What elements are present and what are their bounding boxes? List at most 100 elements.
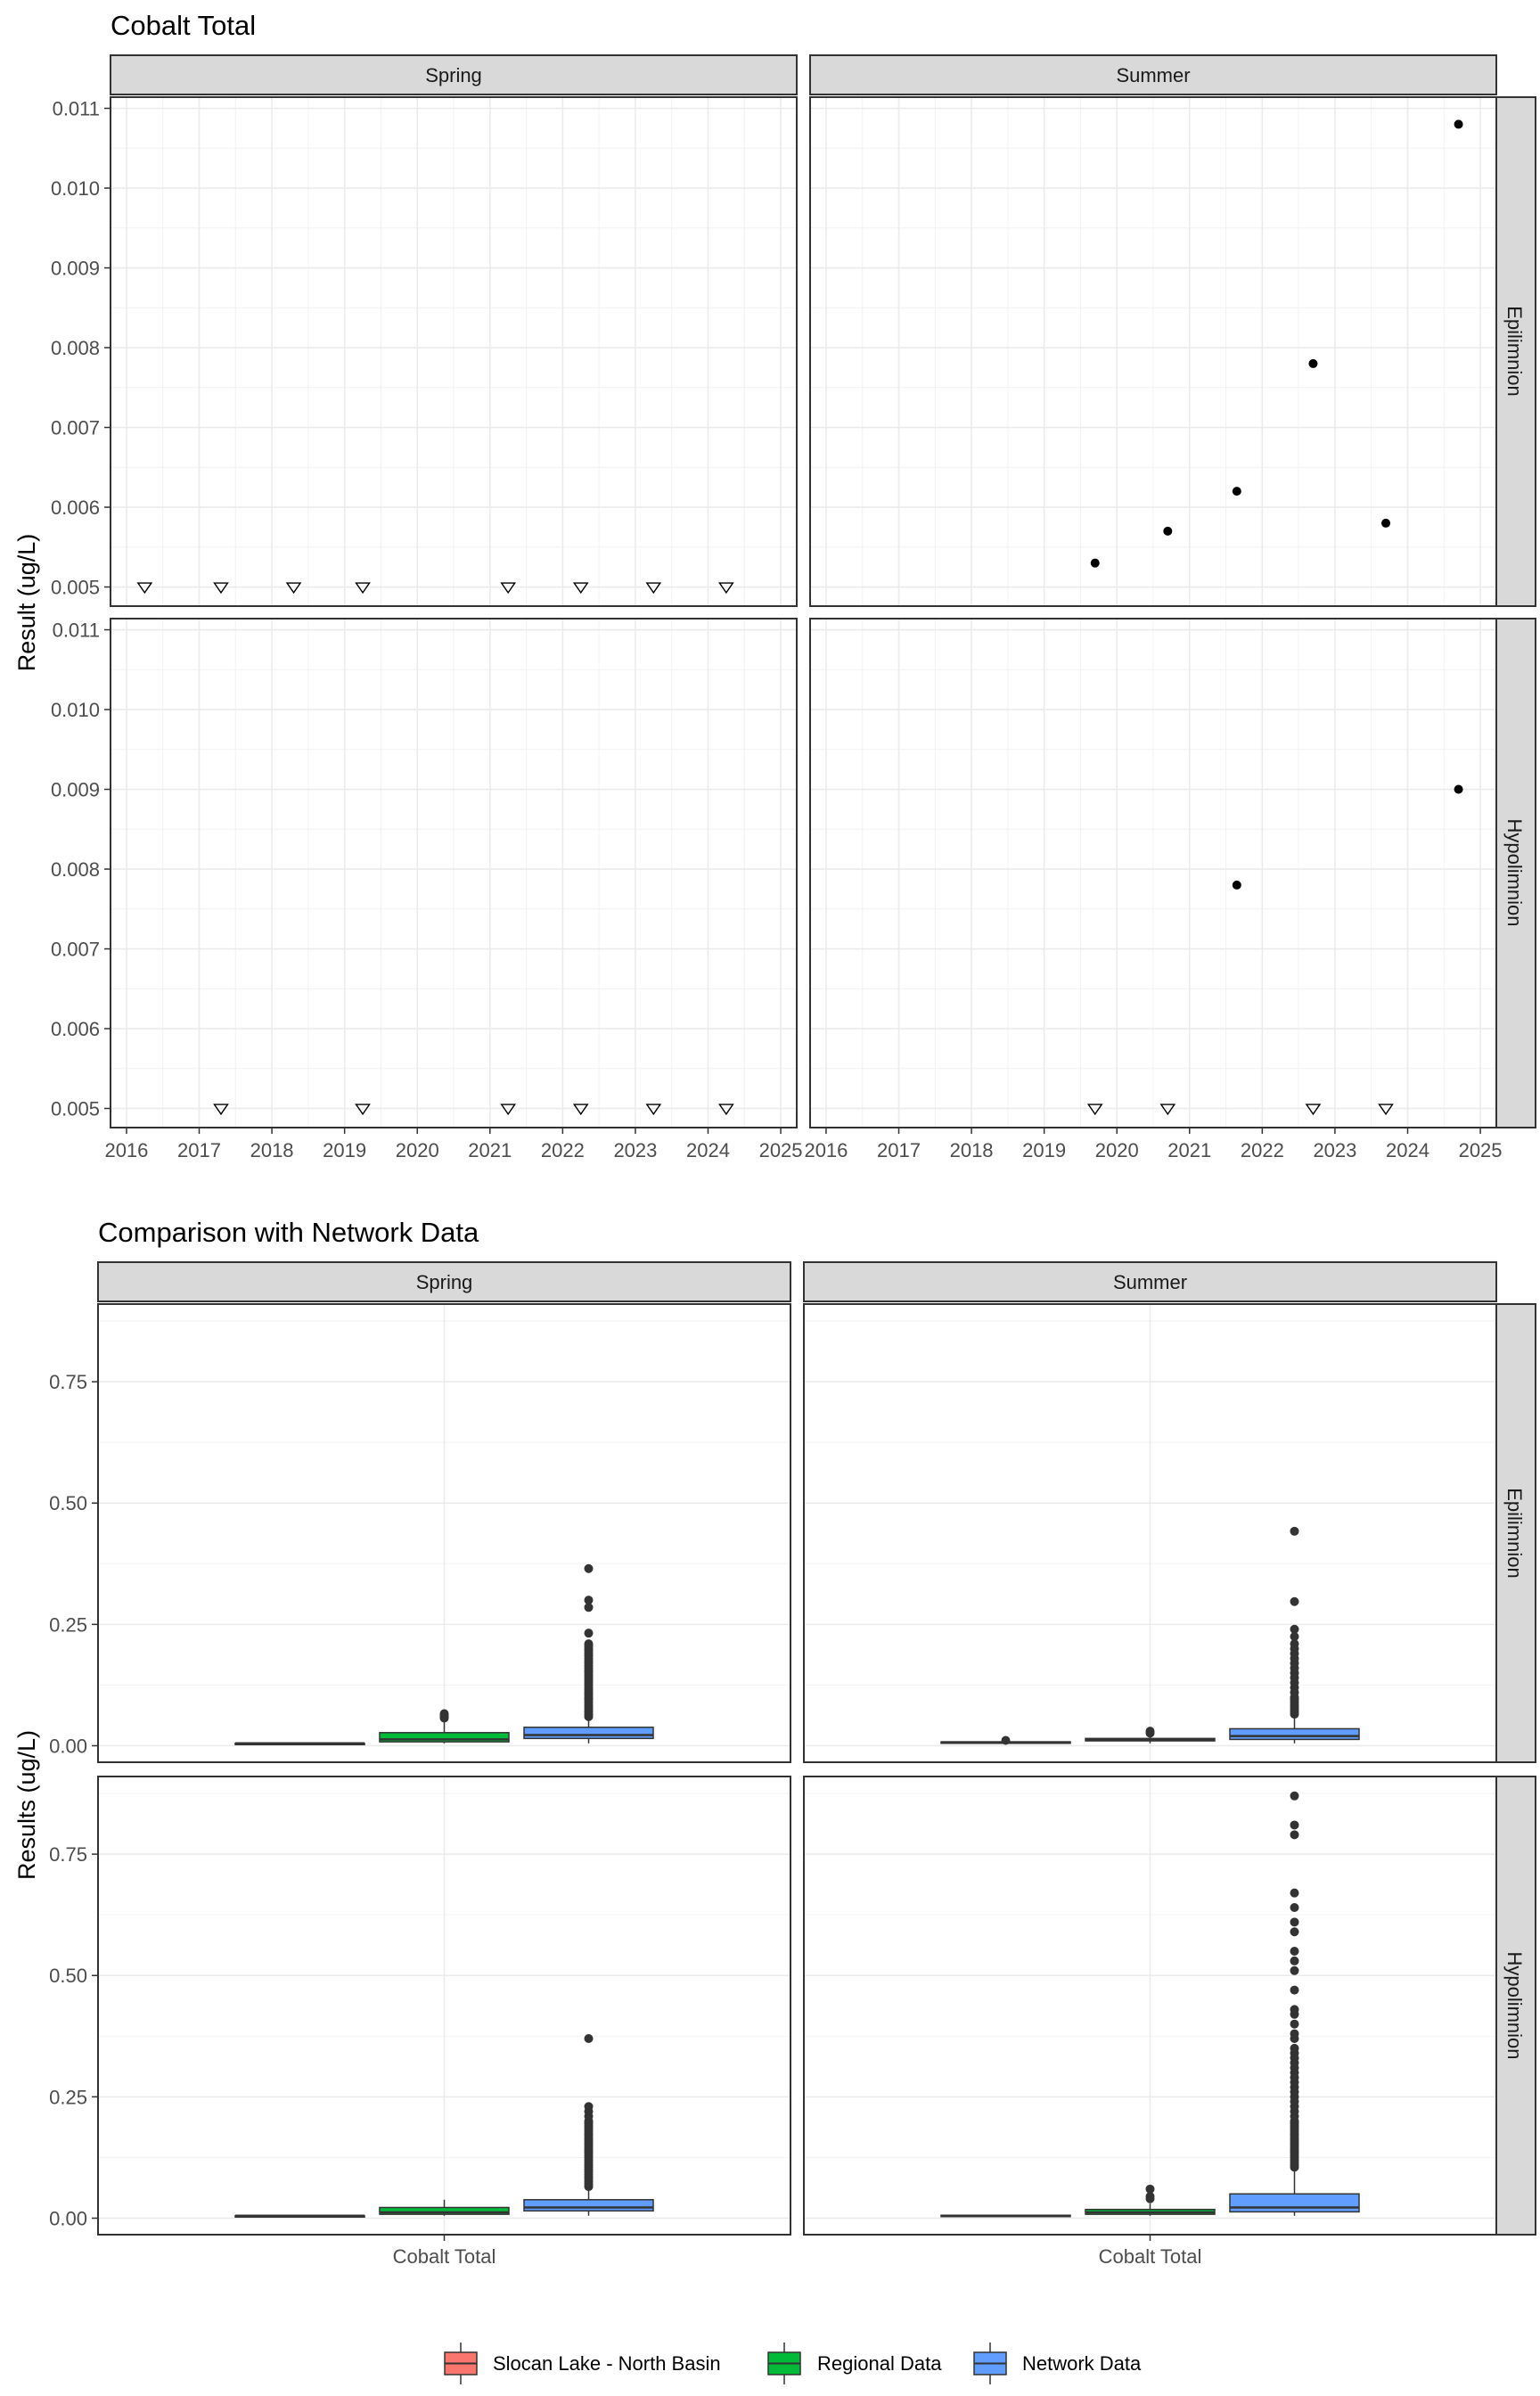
strip-summer-background bbox=[803, 1261, 1497, 1302]
outlier-point bbox=[584, 1563, 594, 1573]
panel-spring-epilimnion: 0.00 0.25 0.50 0.75 bbox=[49, 1303, 791, 1763]
y-tick-label: 0.008 bbox=[51, 858, 100, 881]
outlier-point bbox=[1001, 1735, 1011, 1745]
panel-border bbox=[97, 1303, 791, 1763]
panel-border bbox=[110, 618, 798, 1128]
point-detected bbox=[1308, 358, 1318, 368]
x-tick-label: 2019 bbox=[323, 1139, 366, 1161]
strip-spring-background bbox=[110, 54, 798, 95]
legend-item-network: Network Data bbox=[973, 2343, 1142, 2384]
y-tick-label: 0.25 bbox=[49, 1613, 87, 1636]
outlier-point bbox=[584, 2102, 594, 2112]
outlier-point bbox=[1290, 1791, 1299, 1801]
strip-spring-label: Spring bbox=[425, 64, 482, 86]
point-detected bbox=[1232, 880, 1241, 890]
x-tick-label: 2021 bbox=[1167, 1139, 1211, 1161]
box-regional-data bbox=[379, 1709, 510, 1744]
chart1-ylabel: Result (ug/L) bbox=[13, 534, 40, 672]
point-below-detection-limit bbox=[572, 582, 589, 595]
box-slocan-lake-north-basin bbox=[234, 1742, 365, 1746]
x-tick-label: 2024 bbox=[686, 1139, 730, 1161]
outlier-point bbox=[1290, 1624, 1299, 1634]
chart2-title: Comparison with Network Data bbox=[98, 1217, 479, 1248]
x-tick-label: 2023 bbox=[613, 1139, 657, 1161]
y-tick-label: 0.011 bbox=[53, 98, 100, 120]
outlier-point bbox=[584, 1629, 594, 1638]
x-tick-label: 2023 bbox=[1313, 1139, 1356, 1161]
outlier-point bbox=[1290, 1965, 1299, 1975]
panel-summer-hypolimnion bbox=[803, 1776, 1497, 2241]
y-tick-label: 0.006 bbox=[51, 1018, 100, 1040]
point-below-detection-limit bbox=[645, 1104, 662, 1116]
point-below-detection-limit bbox=[500, 1104, 517, 1116]
box-network-data bbox=[1229, 1526, 1360, 1744]
panel-summer-hypolimnion: 2016 2017 2018 2019 2020 2021 2022 2023 2024 2025 bbox=[804, 618, 1503, 1161]
y-tick-label: 0.010 bbox=[51, 177, 100, 200]
y-tick-label: 0.006 bbox=[51, 496, 100, 519]
chart2-strips: Spring Summer Epilimnion Hypolimnion bbox=[97, 1261, 1536, 2236]
strip-epilimnion-background bbox=[1495, 1303, 1536, 1763]
point-below-detection-limit bbox=[355, 1104, 371, 1116]
y-tick-label: 0.50 bbox=[49, 1492, 87, 1514]
outlier-point bbox=[439, 1709, 449, 1719]
x-tick-label: 2025 bbox=[759, 1139, 803, 1161]
point-below-detection-limit bbox=[1159, 1104, 1176, 1116]
panel-spring-epilimnion: 0.005 0.006 0.007 0.008 0.009 0.010 0.011 bbox=[51, 96, 798, 607]
x-tick-label: 2018 bbox=[250, 1139, 294, 1161]
strip-epilimnion-background bbox=[1495, 96, 1536, 607]
point-below-detection-limit bbox=[285, 582, 302, 595]
x-tick-label: 2025 bbox=[1459, 1139, 1503, 1161]
point-below-detection-limit bbox=[718, 1104, 734, 1116]
strip-hypolimnion-background bbox=[1495, 618, 1536, 1128]
outlier-point bbox=[1290, 1631, 1299, 1641]
x-tick-label: 2024 bbox=[1386, 1139, 1429, 1161]
outlier-point bbox=[1290, 1956, 1299, 1965]
point-below-detection-limit bbox=[213, 582, 229, 595]
outlier-point bbox=[1290, 1927, 1299, 1937]
y-tick-label: 0.005 bbox=[51, 1098, 100, 1120]
outlier-point bbox=[1145, 1727, 1155, 1736]
x-tick-label: 2022 bbox=[1241, 1139, 1284, 1161]
y-tick-label: 0.007 bbox=[51, 417, 100, 439]
box-slocan-lake-north-basin bbox=[940, 1735, 1071, 1745]
x-tick-label: 2016 bbox=[804, 1139, 848, 1161]
y-tick-label: 0.00 bbox=[49, 1735, 87, 1757]
strip-summer-label: Summer bbox=[1116, 64, 1190, 86]
strip-spring-background bbox=[97, 1261, 791, 1302]
panel-summer-epilimnion bbox=[809, 96, 1497, 607]
y-tick-label: 0.009 bbox=[51, 779, 100, 801]
box-body bbox=[1229, 1727, 1360, 1741]
y-tick-label: 0.50 bbox=[49, 1965, 87, 1987]
outlier-point bbox=[1145, 2184, 1155, 2194]
legend-item-regional: Regional Data bbox=[767, 2343, 942, 2384]
x-tick-label: 2021 bbox=[468, 1139, 512, 1161]
point-below-detection-limit bbox=[1086, 1104, 1103, 1116]
panel-border bbox=[110, 96, 798, 607]
outlier-point bbox=[1290, 1888, 1299, 1898]
x-tick-label: 2017 bbox=[877, 1139, 921, 1161]
strip-epilimnion-label: Epilimnion bbox=[1503, 306, 1526, 397]
point-below-detection-limit bbox=[1378, 1104, 1394, 1116]
box-network-data bbox=[523, 1563, 654, 1744]
chart2-panels: 0.00 0.25 0.50 0.75 0.00 0.25 0.50 0.75 bbox=[49, 1303, 1497, 2241]
box-body bbox=[523, 1727, 654, 1740]
x-tick-label: 2019 bbox=[1022, 1139, 1066, 1161]
legend-label-network: Network Data bbox=[1022, 2352, 1142, 2375]
x-tick-label-spring: Cobalt Total bbox=[393, 2245, 496, 2268]
panel-summer-epilimnion bbox=[803, 1303, 1497, 1763]
point-below-detection-limit bbox=[1305, 1104, 1322, 1116]
strip-epilimnion-label: Epilimnion bbox=[1503, 1488, 1526, 1579]
y-tick-label: 0.008 bbox=[51, 337, 100, 359]
strip-hypolimnion-label: Hypolimnion bbox=[1503, 1951, 1526, 2059]
strip-hypolimnion-background bbox=[1495, 1776, 1536, 2236]
box-slocan-lake-north-basin bbox=[940, 2214, 1071, 2218]
outlier-point bbox=[1290, 1985, 1299, 1995]
y-tick-label: 0.00 bbox=[49, 2207, 87, 2229]
outlier-point bbox=[1290, 1830, 1299, 1840]
point-below-detection-limit bbox=[213, 1104, 229, 1116]
box-regional-data bbox=[379, 2199, 510, 2216]
box-network-data bbox=[523, 2034, 654, 2216]
y-tick-label: 0.011 bbox=[53, 620, 100, 642]
legend: Slocan Lake - North Basin Regional Data … bbox=[444, 2343, 1142, 2384]
